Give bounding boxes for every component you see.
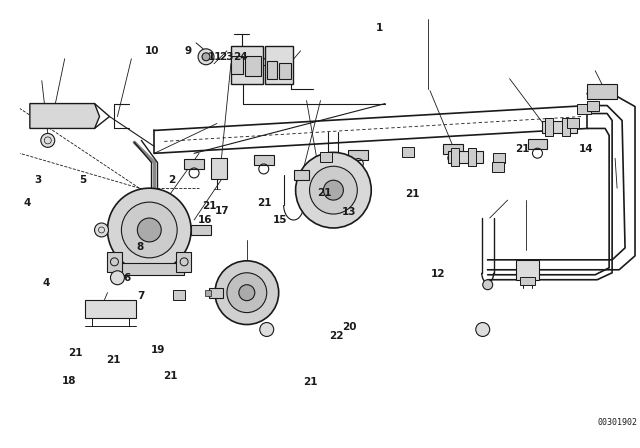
Text: 14: 14 — [579, 144, 593, 154]
Polygon shape — [30, 103, 100, 129]
Bar — [209, 288, 223, 297]
Bar — [348, 150, 368, 159]
Circle shape — [310, 166, 357, 214]
Bar — [115, 263, 184, 275]
Bar — [567, 119, 579, 129]
Circle shape — [227, 273, 267, 313]
Bar — [294, 170, 308, 180]
Bar — [231, 56, 243, 74]
Text: 4: 4 — [23, 198, 31, 207]
Bar — [520, 277, 536, 285]
Bar — [84, 300, 136, 318]
Circle shape — [215, 261, 278, 324]
Text: 12: 12 — [431, 269, 445, 279]
Bar — [205, 290, 211, 296]
Text: 24: 24 — [234, 52, 248, 62]
Circle shape — [260, 323, 274, 336]
Text: 5: 5 — [79, 175, 86, 185]
Bar — [211, 158, 227, 180]
Bar — [588, 101, 599, 111]
Text: 17: 17 — [214, 206, 229, 215]
Circle shape — [239, 285, 255, 301]
Text: 10: 10 — [145, 46, 159, 56]
Text: 22: 22 — [329, 332, 344, 341]
Bar — [191, 225, 211, 235]
Text: 13: 13 — [342, 207, 356, 216]
Bar — [527, 139, 547, 149]
Text: 00301902: 00301902 — [597, 418, 637, 426]
Bar — [254, 155, 274, 165]
Circle shape — [476, 323, 490, 336]
Text: 21: 21 — [106, 355, 120, 365]
Text: 21: 21 — [303, 377, 318, 387]
Bar — [265, 46, 292, 84]
Bar — [267, 61, 276, 79]
Text: 21: 21 — [163, 371, 178, 382]
Bar — [173, 290, 185, 300]
Text: 20: 20 — [342, 323, 356, 332]
Bar — [468, 148, 476, 166]
Circle shape — [108, 188, 191, 272]
Text: 21: 21 — [257, 198, 271, 207]
Text: 21: 21 — [406, 189, 420, 198]
Bar — [108, 252, 122, 272]
Bar — [563, 119, 570, 136]
Bar — [443, 144, 463, 154]
Text: 18: 18 — [61, 376, 76, 386]
Bar — [577, 103, 591, 113]
Text: 23: 23 — [219, 52, 234, 62]
Text: 4: 4 — [42, 278, 49, 288]
Bar — [545, 119, 554, 136]
Circle shape — [95, 223, 109, 237]
Bar — [448, 151, 483, 163]
Text: 8: 8 — [136, 242, 144, 252]
Circle shape — [41, 134, 55, 147]
Circle shape — [323, 180, 344, 200]
Circle shape — [296, 152, 371, 228]
Circle shape — [122, 202, 177, 258]
Circle shape — [198, 49, 214, 65]
Text: 19: 19 — [151, 345, 165, 355]
Text: 2: 2 — [168, 175, 175, 185]
Bar — [402, 147, 414, 157]
Text: 1: 1 — [376, 23, 383, 33]
Text: 6: 6 — [124, 273, 131, 284]
Bar — [493, 153, 504, 163]
Bar — [278, 63, 291, 79]
Text: 9: 9 — [184, 46, 191, 56]
Bar — [543, 121, 577, 134]
Bar — [245, 56, 260, 76]
Bar — [516, 260, 540, 280]
Text: 21: 21 — [317, 188, 332, 198]
Text: 7: 7 — [138, 291, 145, 301]
Text: 21: 21 — [202, 201, 216, 211]
Text: 21: 21 — [68, 348, 83, 358]
Bar — [588, 84, 617, 99]
Text: 15: 15 — [273, 215, 287, 225]
Circle shape — [202, 53, 210, 61]
Circle shape — [111, 271, 124, 285]
Text: 16: 16 — [198, 215, 212, 225]
Bar — [492, 162, 504, 172]
Circle shape — [483, 280, 493, 290]
Text: 21: 21 — [515, 144, 529, 154]
Circle shape — [138, 218, 161, 242]
Bar — [231, 46, 263, 84]
Bar — [451, 148, 459, 166]
Bar — [176, 252, 191, 272]
Bar — [184, 159, 204, 169]
Text: 3: 3 — [35, 175, 42, 185]
Text: 11: 11 — [208, 52, 223, 62]
Bar — [321, 152, 332, 162]
